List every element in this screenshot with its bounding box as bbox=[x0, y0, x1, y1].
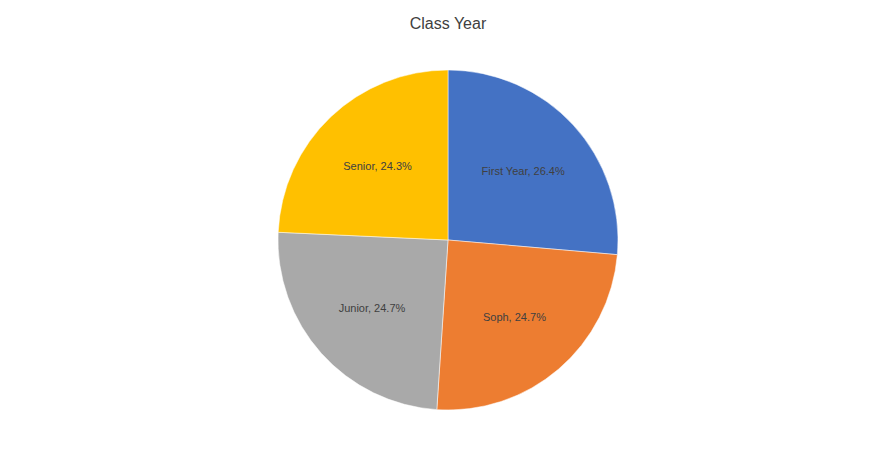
svg-text:Junior, 24.7%: Junior, 24.7% bbox=[339, 302, 406, 314]
svg-text:First Year, 26.4%: First Year, 26.4% bbox=[482, 165, 565, 177]
html-text:Class Year: Class Year bbox=[409, 15, 487, 32]
svg-text:Soph, 24.7%: Soph, 24.7% bbox=[483, 311, 546, 323]
svg-text:Senior, 24.3%: Senior, 24.3% bbox=[343, 160, 412, 172]
